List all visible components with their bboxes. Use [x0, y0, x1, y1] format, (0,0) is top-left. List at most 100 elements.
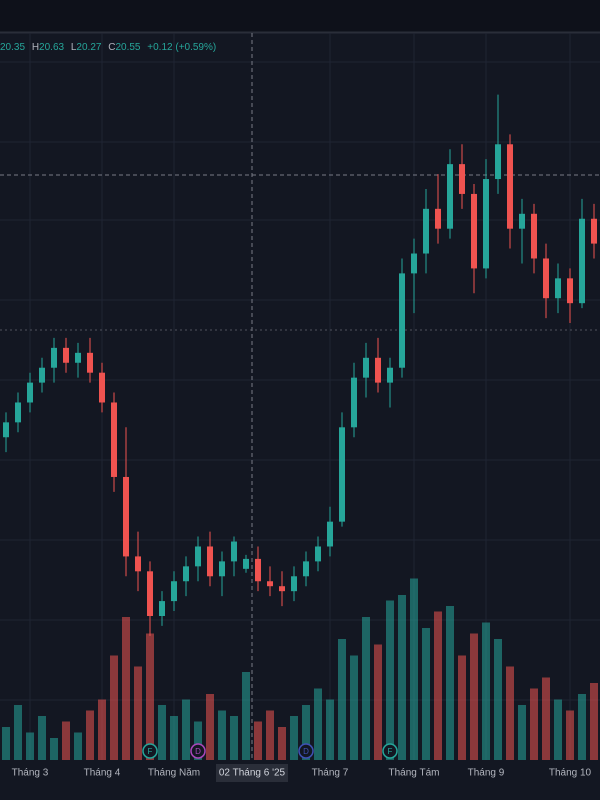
candle-body: [183, 566, 189, 582]
candle-body: [207, 546, 213, 577]
candle-body: [483, 179, 489, 269]
volume-bar: [350, 655, 358, 760]
volume-bar: [470, 633, 478, 760]
volume-bar: [38, 716, 46, 760]
volume-layer: [2, 578, 598, 760]
event-label: F: [148, 747, 153, 756]
volume-bar: [290, 716, 298, 760]
volume-bar: [86, 710, 94, 760]
candle-body: [507, 144, 513, 229]
volume-bar: [74, 732, 82, 760]
event-label: D: [195, 747, 201, 756]
candle-body: [579, 218, 585, 304]
candle-body: [363, 357, 369, 378]
legend-high: 20.63: [39, 42, 64, 53]
volume-bar: [482, 622, 490, 760]
volume-bar: [50, 738, 58, 760]
volume-bar: [518, 705, 526, 760]
volume-bar: [134, 666, 142, 760]
event-label: D: [303, 747, 309, 756]
volume-bar: [266, 710, 274, 760]
volume-bar: [374, 644, 382, 760]
x-tick-label: Tháng Tám: [389, 768, 440, 779]
volume-bar: [2, 727, 10, 760]
volume-bar: [122, 617, 130, 760]
volume-bar: [242, 672, 250, 760]
candle-body: [147, 571, 153, 616]
volume-bar: [590, 683, 598, 760]
volume-bar: [338, 639, 346, 760]
volume-bar: [446, 606, 454, 760]
candle-body: [243, 558, 249, 569]
volume-bar: [218, 710, 226, 760]
volume-bar: [14, 705, 22, 760]
volume-bar: [386, 600, 394, 760]
volume-bar: [554, 699, 562, 760]
candle-body: [123, 476, 129, 557]
candle-body: [75, 352, 81, 363]
candle-body: [267, 581, 273, 587]
x-tick-label: Tháng 7: [312, 768, 349, 779]
candle-body: [411, 253, 417, 274]
x-tick-label: Tháng 4: [84, 768, 121, 779]
legend-high-prefix: H: [32, 42, 39, 53]
volume-bar: [230, 716, 238, 760]
x-tick-label: Tháng Năm: [148, 768, 200, 779]
volume-bar: [254, 721, 262, 760]
candle-body: [87, 352, 93, 373]
volume-bar: [494, 639, 502, 760]
candle-body: [435, 208, 441, 229]
volume-bar: [62, 721, 70, 760]
volume-bar: [26, 732, 34, 760]
candle-body: [159, 601, 165, 616]
candle-body: [99, 372, 105, 403]
volume-bar: [170, 716, 178, 760]
crosshair-date-box: [216, 764, 288, 782]
candle-body: [315, 546, 321, 562]
legend-close-prefix: C: [108, 42, 115, 53]
candle-body: [63, 347, 69, 363]
volume-bar: [578, 694, 586, 760]
volume-bar: [458, 655, 466, 760]
candle-body: [555, 278, 561, 299]
candle-body: [255, 558, 261, 582]
candle-body: [375, 357, 381, 383]
volume-bar: [326, 699, 334, 760]
candle-body: [519, 213, 525, 229]
volume-bar: [566, 710, 574, 760]
volume-bar: [314, 688, 322, 760]
volume-bar: [362, 617, 370, 760]
candle-body: [303, 561, 309, 577]
candle-layer: [3, 94, 597, 636]
candle-body: [495, 144, 501, 180]
candle-body: [459, 164, 465, 194]
legend-open: 20.35: [0, 42, 25, 53]
volume-bar: [410, 578, 418, 760]
ohlc-legend: 20.35 H20.63 L20.27 C20.55 +0.12 (+0.59%…: [0, 42, 216, 53]
candle-body: [351, 377, 357, 428]
x-tick-label: Tháng 10: [549, 768, 592, 779]
candle-body: [423, 208, 429, 254]
candle-body: [195, 546, 201, 567]
candle-body: [567, 278, 573, 304]
x-axis: Tháng 3 Tháng 4 Tháng Năm 02 Tháng 6 '25 Thá…: [12, 764, 592, 782]
candle-body: [543, 258, 549, 299]
candle-body: [15, 402, 21, 423]
volume-bar: [146, 633, 154, 760]
volume-bar: [434, 611, 442, 760]
x-tick-label: 02 Tháng 6 '25: [219, 768, 286, 779]
candle-body: [447, 164, 453, 229]
legend-close: 20.55: [115, 42, 140, 53]
candle-body: [387, 367, 393, 383]
candle-body: [171, 581, 177, 602]
volume-bar: [530, 688, 538, 760]
candle-body: [3, 422, 9, 438]
volume-bar: [194, 721, 202, 760]
candle-body: [471, 193, 477, 269]
candle-body: [231, 541, 237, 562]
top-bar: [0, 0, 600, 32]
volume-bar: [422, 628, 430, 760]
volume-bar: [542, 677, 550, 760]
candle-body: [291, 576, 297, 592]
